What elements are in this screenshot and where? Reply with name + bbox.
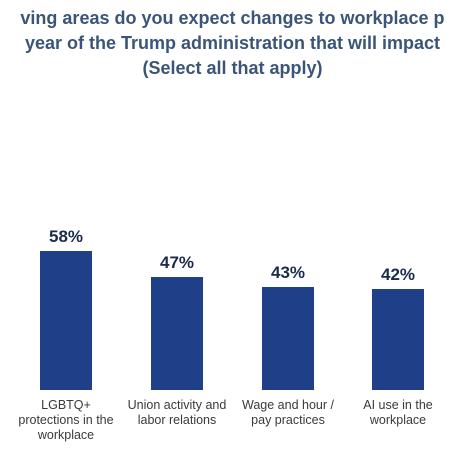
bar [372, 289, 424, 390]
category-label: Wage and hour / pay practices [242, 398, 334, 427]
category-label: LGBTQ+ protections in the workplace [18, 398, 114, 442]
chart-title: ving areas do you expect changes to work… [20, 8, 445, 28]
chart-title: (Select all that apply) [142, 58, 323, 78]
value-label: 42% [380, 265, 416, 285]
chart-title: year of the Trump administration that wi… [24, 33, 441, 53]
bar [151, 277, 203, 390]
value-label: 58% [48, 226, 84, 246]
value-label: 47% [159, 253, 195, 273]
category-label: AI use in the workplace [363, 398, 433, 427]
bar [262, 286, 314, 390]
bar [40, 250, 92, 390]
value-label: 43% [270, 262, 306, 282]
category-label: Union activity and labor relations [127, 398, 227, 427]
